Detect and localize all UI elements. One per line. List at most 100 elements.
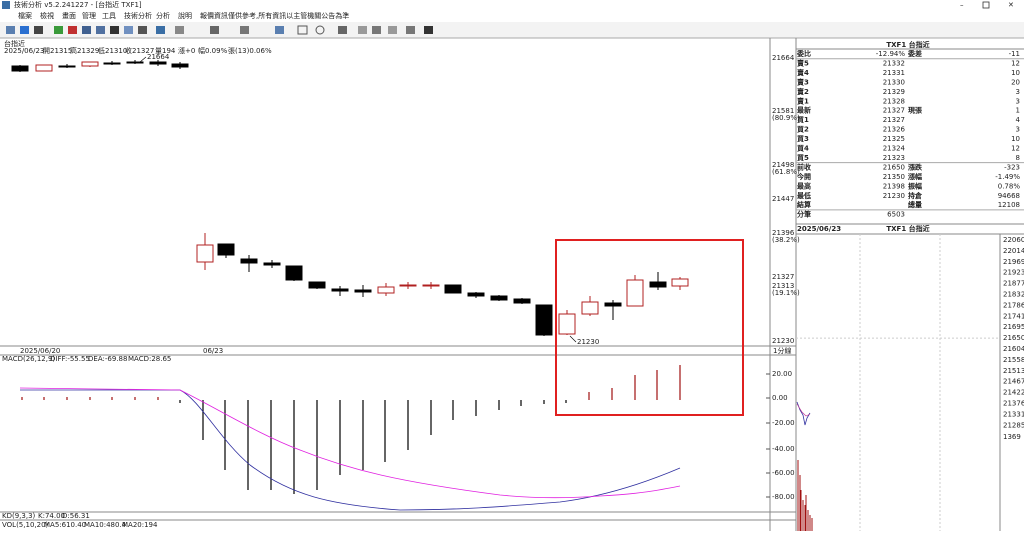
app-icon <box>2 1 10 9</box>
menu-item[interactable]: 技術分析 <box>124 11 152 20</box>
quote-value: 21230 <box>883 192 905 200</box>
date-label: 2025/06/20 <box>20 347 60 355</box>
kd-label: KD(9,3,3) <box>2 512 36 520</box>
quote-value: 1 <box>1016 107 1020 115</box>
price-label: 21396 <box>772 229 795 237</box>
candle <box>354 289 372 293</box>
tick-axis-label: 21285 <box>1003 421 1024 429</box>
candle <box>217 243 235 256</box>
quote-value: 21398 <box>883 182 905 190</box>
close[interactable]: ✕ <box>1008 1 1014 9</box>
price-label: (61.8%) <box>772 168 800 176</box>
quote-value: 21331 <box>883 69 905 77</box>
menu-item[interactable]: 管理 <box>82 11 96 20</box>
header-item: 幅0.09% <box>198 46 228 55</box>
menu-item[interactable]: 檢視 <box>40 11 54 20</box>
candle <box>331 288 349 292</box>
header-item: 開21315 <box>43 47 72 55</box>
quote-value: 21329 <box>883 88 905 96</box>
tick-axis-label: 22060 <box>1003 236 1024 244</box>
period-label[interactable]: 1分線 <box>773 346 791 355</box>
candle <box>240 258 258 264</box>
price-label: 21664 <box>772 54 795 62</box>
quote-label: 前收 <box>797 162 812 171</box>
quote-label: 現張 <box>908 106 923 115</box>
quote-value: 12108 <box>998 201 1020 209</box>
quote-label: 漲幅 <box>908 172 922 181</box>
candle <box>422 284 440 287</box>
quote-footer: TXF1 台指近 <box>886 224 929 233</box>
quote-value: 21325 <box>883 135 905 143</box>
macd-label: DEA:-69.88 <box>88 355 127 363</box>
quote-value: -11 <box>1009 50 1020 58</box>
price-label: (19.1%) <box>772 289 800 297</box>
macd-axis-label: -20.00 <box>772 419 795 427</box>
maximize[interactable] <box>982 1 990 9</box>
quote-value: 10 <box>1011 135 1020 143</box>
macd-axis-label: -40.00 <box>772 445 795 453</box>
leader <box>139 56 147 63</box>
quote-value: 4 <box>1016 116 1021 124</box>
quote-value: 21323 <box>883 154 905 162</box>
toolbar-icons <box>6 25 433 35</box>
quote-label: 賣4 <box>796 68 809 77</box>
quote-value: 20 <box>1011 78 1020 86</box>
vol-label: MA10:480.4 <box>84 521 127 529</box>
menu-item[interactable]: 分析 <box>156 11 170 20</box>
quote-footer: 2025/06/23 <box>797 225 841 233</box>
candle <box>399 284 417 287</box>
candle <box>444 284 462 294</box>
candle <box>81 61 99 67</box>
menu-item[interactable]: 工具 <box>102 12 116 20</box>
quote-label: 結算 <box>797 200 811 209</box>
vol-label: MA20:194 <box>122 521 158 529</box>
quote-label: 買5 <box>796 153 809 162</box>
candle <box>649 281 667 288</box>
candle <box>467 292 485 297</box>
candle <box>513 298 531 304</box>
tick-axis-label: 21741 <box>1003 312 1024 320</box>
quote-title: TXF1 台指近 <box>886 40 929 49</box>
quote-value: 8 <box>1016 154 1020 162</box>
quote-value: 21330 <box>883 78 905 86</box>
header-item: 張(13)0.06% <box>228 47 272 55</box>
quote-label: 總量 <box>908 200 922 209</box>
candle <box>535 304 553 336</box>
macd-label: MACD:28.65 <box>128 355 171 363</box>
quote-label: 買3 <box>796 134 809 143</box>
tick-axis-label: 21650 <box>1003 334 1024 342</box>
tick-axis-label: 21513 <box>1003 367 1024 375</box>
price-label: (80.9%) <box>772 114 800 122</box>
price-label: 21313 <box>772 282 794 290</box>
quote-label: 買2 <box>796 125 809 134</box>
macd-axis-label: -60.00 <box>772 469 795 477</box>
quote-value: 12 <box>1011 59 1020 67</box>
price-label: 21498 <box>772 161 794 169</box>
tick-axis-label: 21695 <box>1003 323 1024 331</box>
tick-axis-label: 21467 <box>1003 378 1024 386</box>
candle <box>604 302 622 307</box>
tick-avg <box>796 403 811 417</box>
quote-value: 21350 <box>883 173 905 181</box>
tick-axis-label: 21331 <box>1003 410 1024 418</box>
quote-value: 21327 <box>883 116 905 124</box>
minimize[interactable]: – <box>960 1 964 9</box>
tick-axis-label: 21786 <box>1003 301 1024 309</box>
kd-label: K:74.00 <box>38 512 65 520</box>
price-label: 21327 <box>772 273 794 281</box>
menu-item[interactable]: 說明 <box>178 11 192 20</box>
menu-item[interactable]: 檔案 <box>18 11 32 20</box>
tick-line <box>796 401 811 426</box>
quote-value: 3 <box>1016 88 1020 96</box>
tick-axis-label: 21376 <box>1003 400 1024 408</box>
quote-label: 買1 <box>796 115 809 124</box>
macd-axis-label: 20.00 <box>772 370 792 378</box>
menu-item[interactable]: 畫面 <box>62 11 76 20</box>
candle <box>103 62 121 65</box>
quote-label: 買4 <box>796 144 809 153</box>
tick-axis-label: 21558 <box>1003 356 1024 364</box>
quote-value: -1.49% <box>995 173 1020 181</box>
tick-volume-label: 1369 <box>1003 433 1021 441</box>
candle <box>581 301 599 315</box>
